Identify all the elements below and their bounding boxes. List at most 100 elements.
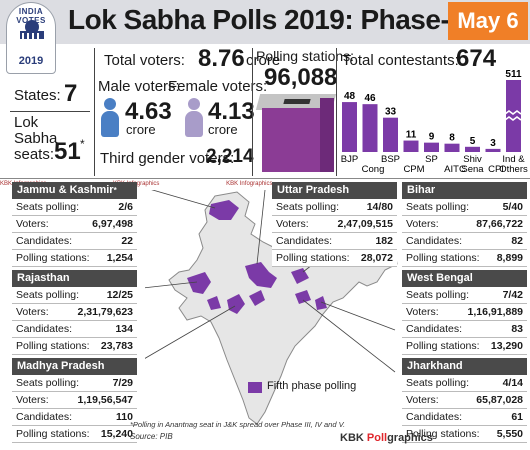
logo-year: 2019 <box>18 55 44 67</box>
total-voters-label: Total voters: <box>104 52 185 69</box>
bar-value-label: 11 <box>406 130 417 141</box>
west-bengal-region <box>315 296 327 310</box>
bar-category-label: BJP <box>341 154 358 165</box>
third-gender-label: Third gender voters: <box>100 150 235 167</box>
state-card-row: Voters: 1,16,91,889 <box>402 304 527 321</box>
bar-cong <box>362 104 378 152</box>
row-label: Candidates: <box>16 411 73 423</box>
footnote: *Polling in Anantnag seat in J&K spread … <box>130 420 346 429</box>
state-card-row: Polling stations: 28,072 <box>272 250 397 267</box>
bar-sp <box>424 142 439 152</box>
row-label: Seats polling: <box>276 201 340 213</box>
bar-bjp <box>342 102 357 152</box>
state-card: Rajasthan Seats polling: 12/25 Voters: 2,31,… <box>12 270 137 355</box>
connector-line <box>302 299 396 373</box>
bar-cpm <box>403 140 419 152</box>
seats-value: 51 <box>54 138 81 165</box>
row-label: Candidates: <box>406 235 463 247</box>
state-card-row: Voters: 2,31,79,623 <box>12 304 137 321</box>
female-icon-body <box>185 111 203 137</box>
bar-category-label: CPI <box>488 164 504 175</box>
legend-swatch <box>248 382 262 393</box>
male-icon <box>104 98 116 110</box>
bar-category-label: Sena <box>461 164 484 175</box>
state-card-row: Polling stations: 23,783 <box>12 338 137 355</box>
row-label: Seats polling: <box>406 201 470 213</box>
state-card-row: Polling stations: 15,240 <box>12 426 137 443</box>
contestants-value: 674 <box>456 45 497 72</box>
state-card-row: Candidates: 61 <box>402 409 527 426</box>
female-voters-label: Female voters: <box>168 78 268 95</box>
row-value: 5,550 <box>496 428 523 440</box>
state-card-title: Jharkhand <box>402 358 527 375</box>
female-voters-unit: crore <box>208 122 238 137</box>
total-voters-unit: crore <box>246 52 281 69</box>
row-label: Candidates: <box>406 323 463 335</box>
state-card-row: Seats polling: 4/14 <box>402 375 527 392</box>
state-card-row: Seats polling: 2/6 <box>12 199 137 216</box>
bar-cpi <box>485 148 501 152</box>
row-label: Voters: <box>16 394 49 406</box>
state-card: Madhya Pradesh Seats polling: 7/29 Voters: 1… <box>12 358 137 443</box>
divider <box>0 178 530 179</box>
date-badge: May 6 <box>448 2 528 40</box>
row-value: 2,47,09,515 <box>337 218 393 230</box>
state-card-row: Seats polling: 5/40 <box>402 199 527 216</box>
bar-shiv-sena <box>465 146 480 152</box>
state-card-row: Seats polling: 12/25 <box>12 287 137 304</box>
state-card-row: Polling stations: 13,290 <box>402 338 527 355</box>
connector-line <box>320 301 396 331</box>
state-card-row: Polling stations: 8,899 <box>402 250 527 267</box>
row-value: 65,87,028 <box>476 394 523 406</box>
rajasthan-region <box>187 272 211 294</box>
state-card-row: Polling stations: 1,254 <box>12 250 137 267</box>
row-label: Seats polling: <box>406 377 470 389</box>
state-card-row: Voters: 2,47,09,515 <box>272 216 397 233</box>
state-card-row: Seats polling: 7/42 <box>402 287 527 304</box>
row-value: 1,19,56,547 <box>77 394 133 406</box>
row-value: 8,899 <box>496 252 523 264</box>
state-card-row: Candidates: 82 <box>402 233 527 250</box>
state-card-row: Candidates: 182 <box>272 233 397 250</box>
state-card-title: Bihar <box>402 182 527 199</box>
uttar-pradesh-region <box>245 262 277 288</box>
row-label: Polling stations: <box>16 252 90 264</box>
madhya-pradesh-region <box>227 294 245 314</box>
row-value: 1,254 <box>106 252 133 264</box>
bar-category-label: Cong <box>362 164 385 175</box>
seats-label-1: Lok <box>14 114 39 131</box>
polling-stations-value: 96,088 <box>264 64 338 91</box>
bar-value-label: 48 <box>344 91 356 102</box>
polling-stations-label: Polling stations: <box>256 48 355 64</box>
bar-category-label: AITC <box>444 164 466 175</box>
male-voters-label: Male voters: <box>98 78 180 95</box>
row-label: Voters: <box>16 306 49 318</box>
row-label: Seats polling: <box>16 201 80 213</box>
seats-label-3: seats: <box>14 146 55 163</box>
state-card-title: Rajasthan <box>12 270 137 287</box>
contestants-label: Total contestants: <box>342 52 459 69</box>
row-value: 182 <box>375 235 393 247</box>
bar-value-label: 5 <box>470 136 476 147</box>
source-note: Source: PIB <box>130 432 173 441</box>
jharkhand-region <box>295 290 311 304</box>
bar-value-label: 511 <box>505 69 522 80</box>
third-gender-value: 2,214 <box>206 146 254 167</box>
brand-credit: KBK Pollgraphics <box>340 432 433 444</box>
row-label: Polling stations: <box>406 340 480 352</box>
male-voters-value: 4.63 <box>125 98 172 125</box>
state-card-row: Polling stations: 5,550 <box>402 426 527 443</box>
row-value: 7/29 <box>112 377 133 389</box>
row-value: 82 <box>511 235 523 247</box>
row-label: Voters: <box>16 218 49 230</box>
row-value: 7/42 <box>502 289 523 301</box>
connector-line <box>145 305 236 359</box>
male-icon-body <box>101 111 119 137</box>
row-value: 4/14 <box>502 377 523 389</box>
state-card: Bihar Seats polling: 5/40 Voters: 87,66,722 C… <box>402 182 527 267</box>
divider <box>336 48 337 176</box>
row-value: 2,31,79,623 <box>77 306 133 318</box>
bar-value-label: 33 <box>385 107 397 118</box>
state-card-title: Uttar Pradesh <box>272 182 397 199</box>
